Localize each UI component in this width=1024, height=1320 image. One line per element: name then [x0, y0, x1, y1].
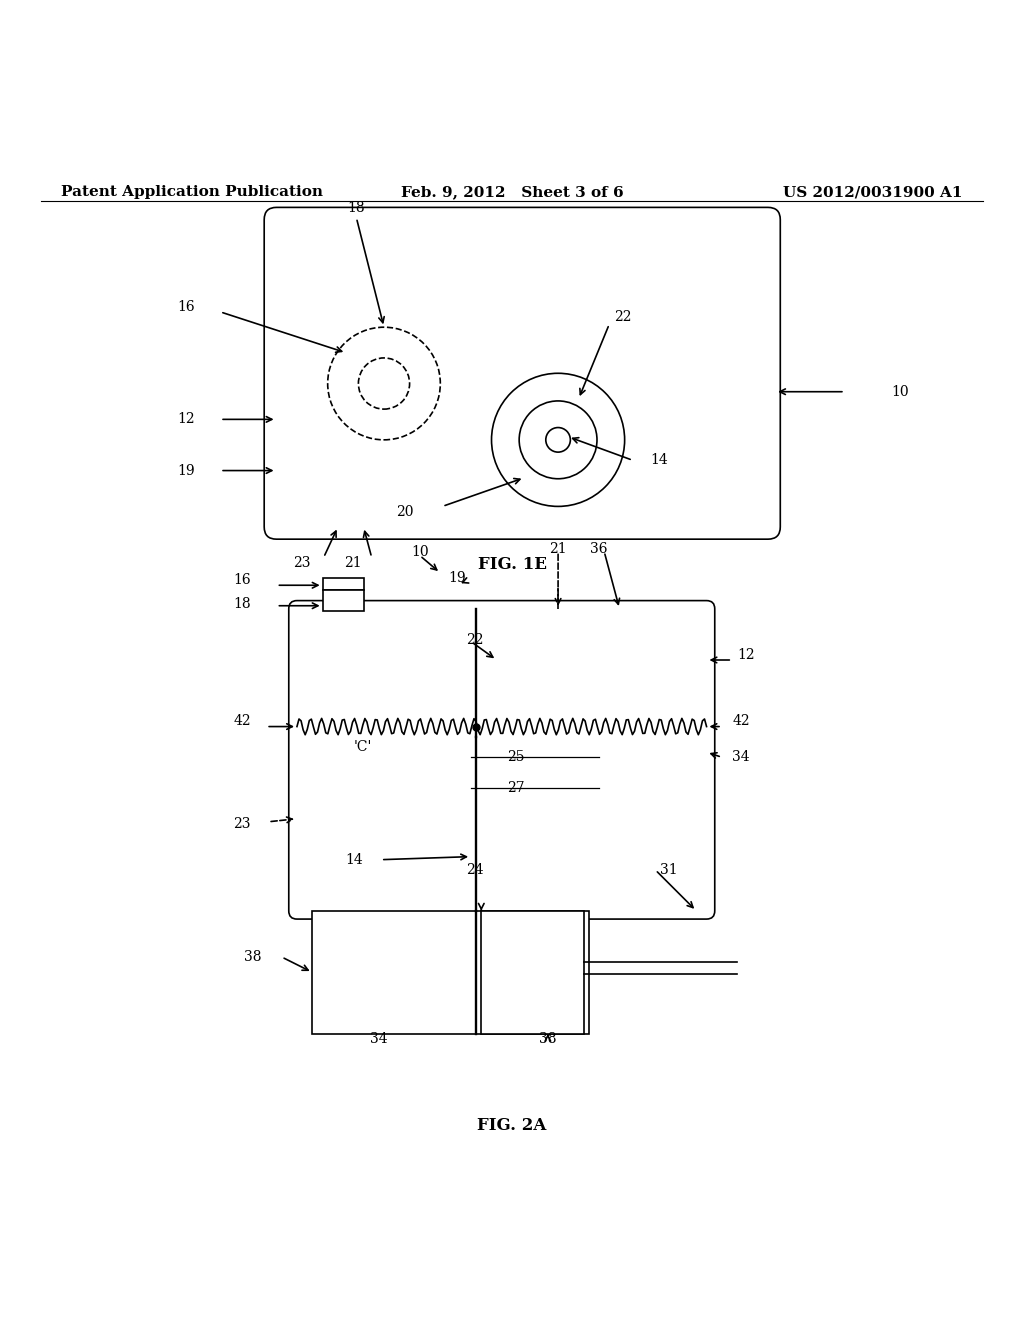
Text: Feb. 9, 2012   Sheet 3 of 6: Feb. 9, 2012 Sheet 3 of 6	[400, 185, 624, 199]
Text: 14: 14	[650, 453, 668, 467]
Text: 10: 10	[891, 384, 908, 399]
Text: 42: 42	[732, 714, 750, 729]
Text: Patent Application Publication: Patent Application Publication	[61, 185, 324, 199]
Text: 10: 10	[411, 545, 429, 560]
Text: 27: 27	[507, 781, 524, 795]
Text: 38: 38	[244, 950, 261, 964]
FancyBboxPatch shape	[289, 601, 715, 919]
Text: 12: 12	[737, 648, 755, 661]
Text: US 2012/0031900 A1: US 2012/0031900 A1	[783, 185, 963, 199]
Text: 34: 34	[732, 750, 750, 764]
Text: FIG. 1E: FIG. 1E	[477, 556, 547, 573]
Text: 34: 34	[370, 1032, 388, 1045]
Text: 18: 18	[347, 202, 366, 215]
Text: 21: 21	[549, 543, 567, 557]
Text: 24: 24	[466, 863, 483, 876]
Bar	[481, 911, 584, 1034]
Bar	[323, 578, 364, 590]
Text: 12: 12	[177, 412, 195, 426]
Text: 31: 31	[660, 863, 678, 876]
Text: 'C': 'C'	[353, 741, 372, 754]
Text: 36: 36	[590, 543, 608, 557]
Text: 23: 23	[293, 556, 311, 570]
Text: 21: 21	[344, 556, 362, 570]
Text: 42: 42	[233, 714, 251, 729]
Text: 20: 20	[395, 504, 414, 519]
Text: 16: 16	[177, 300, 195, 314]
Text: 22: 22	[466, 632, 483, 647]
Text: 14: 14	[346, 853, 364, 867]
Text: 25: 25	[507, 750, 524, 764]
Text: 22: 22	[614, 310, 632, 323]
Text: 19: 19	[177, 463, 195, 478]
Text: 23: 23	[233, 817, 251, 830]
Text: 38: 38	[539, 1032, 557, 1045]
Bar	[312, 911, 589, 1034]
Bar	[323, 590, 364, 611]
Text: 16: 16	[233, 573, 251, 587]
Text: 19: 19	[449, 572, 466, 585]
Text: FIG. 2A: FIG. 2A	[477, 1118, 547, 1134]
FancyBboxPatch shape	[264, 207, 780, 539]
Text: 18: 18	[233, 597, 251, 611]
